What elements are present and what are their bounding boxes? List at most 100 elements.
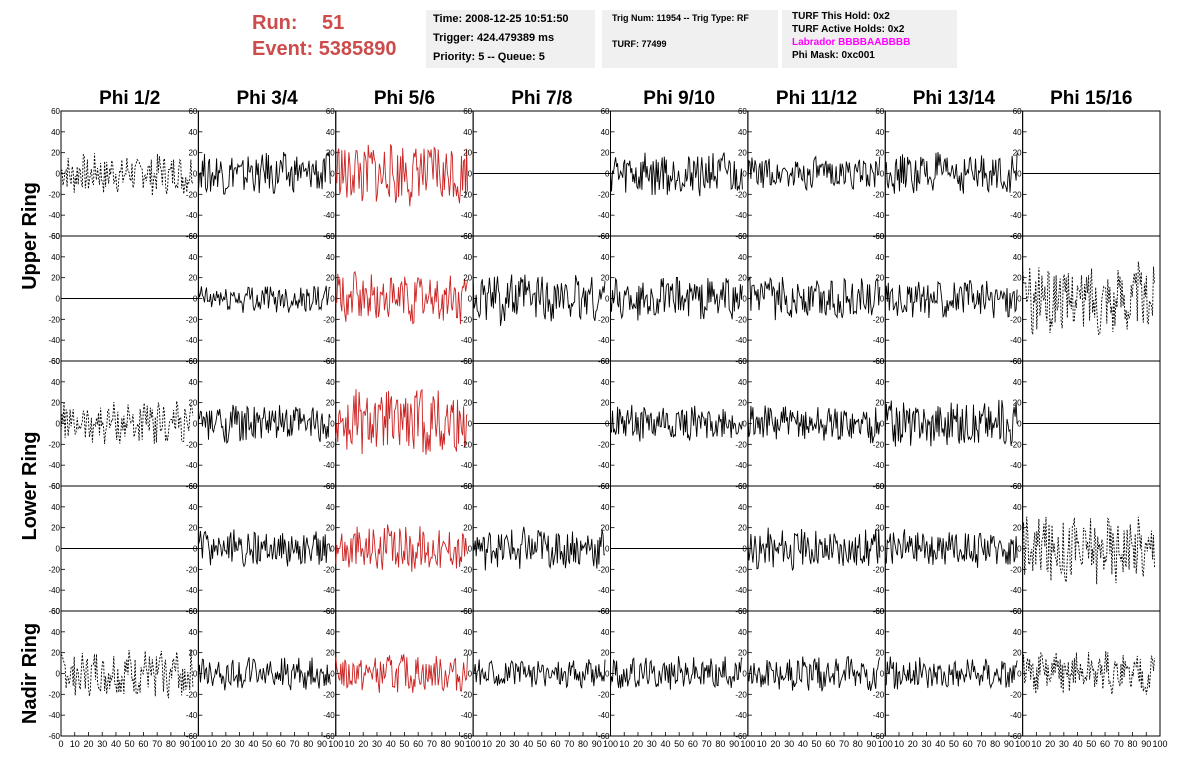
- y-tick-label: -40: [323, 336, 335, 345]
- row-label: Nadir Ring: [19, 623, 41, 724]
- x-tick-label: 20: [496, 739, 506, 749]
- panel-frame: [610, 610, 749, 737]
- x-tick-label: 20: [908, 739, 918, 749]
- y-tick-label: 20: [601, 149, 610, 158]
- y-tick-label: -40: [323, 461, 335, 470]
- y-tick-label: 60: [738, 482, 747, 491]
- y-tick-label: -20: [598, 190, 610, 199]
- x-tick-label: 90: [317, 739, 327, 749]
- y-tick-label: -20: [186, 190, 198, 199]
- y-tick-label: 40: [875, 378, 884, 387]
- y-tick-label: 60: [738, 357, 747, 366]
- y-tick-label: -40: [323, 711, 335, 720]
- event-value: 5385890: [318, 38, 397, 60]
- y-tick-label: 60: [51, 107, 60, 116]
- y-tick-label: 20: [875, 524, 884, 533]
- y-tick-label: 40: [463, 628, 472, 637]
- x-tick-label: 30: [1059, 739, 1069, 749]
- x-tick-label: 40: [386, 739, 396, 749]
- column-header: Phi 11/12: [776, 88, 857, 109]
- y-tick-label: -20: [735, 565, 747, 574]
- x-tick-label: 60: [551, 739, 561, 749]
- y-tick-label: 60: [51, 607, 60, 616]
- y-tick-label: -40: [598, 711, 610, 720]
- y-tick-label: -60: [186, 732, 198, 741]
- x-tick-label: 60: [138, 739, 148, 749]
- y-tick-label: -20: [461, 190, 473, 199]
- y-tick-label: 0: [605, 420, 610, 429]
- y-tick-label: 0: [193, 545, 198, 554]
- y-tick-label: 40: [463, 128, 472, 137]
- x-tick-label: 10: [482, 739, 492, 749]
- x-tick-label: 50: [262, 739, 272, 749]
- y-tick-label: 40: [738, 503, 747, 512]
- y-tick-label: 60: [188, 482, 197, 491]
- trace-waveform: [472, 659, 606, 689]
- y-tick-label: -20: [735, 440, 747, 449]
- x-tick-label: 100: [878, 739, 893, 749]
- trace-waveform: [197, 529, 331, 568]
- trig-box: Trig Num: 11954 -- Trig Type: RF TURF: 7…: [602, 10, 778, 68]
- x-tick-label: 60: [688, 739, 698, 749]
- y-tick-label: 20: [326, 149, 335, 158]
- y-tick-label: 60: [738, 232, 747, 241]
- y-tick-label: 0: [1017, 295, 1022, 304]
- y-tick-label: -20: [598, 690, 610, 699]
- y-tick-label: 0: [880, 295, 885, 304]
- y-tick-label: 60: [875, 107, 884, 116]
- x-tick-label: 70: [976, 739, 986, 749]
- y-tick-label: 60: [463, 357, 472, 366]
- y-tick-label: -40: [461, 211, 473, 220]
- y-tick-label: 60: [601, 357, 610, 366]
- y-tick-label: -20: [735, 315, 747, 324]
- y-tick-label: 20: [51, 524, 60, 533]
- y-tick-label: -40: [598, 461, 610, 470]
- y-tick-label: -20: [735, 690, 747, 699]
- y-tick-label: -40: [186, 586, 198, 595]
- y-tick-label: 0: [605, 545, 610, 554]
- y-tick-label: -20: [186, 315, 198, 324]
- y-tick-label: 20: [875, 149, 884, 158]
- trace-waveform: [747, 405, 881, 444]
- x-tick-label: 90: [729, 739, 739, 749]
- y-tick-label: -20: [873, 190, 885, 199]
- y-tick-label: 60: [875, 357, 884, 366]
- y-tick-label: 20: [738, 649, 747, 658]
- x-tick-label: 20: [358, 739, 368, 749]
- y-tick-label: -40: [735, 336, 747, 345]
- y-tick-label: -40: [48, 586, 60, 595]
- x-tick-label: 20: [1045, 739, 1055, 749]
- x-tick-label: 70: [290, 739, 300, 749]
- y-tick-label: 0: [605, 670, 610, 679]
- turf-hold-text: TURF This Hold: 0x2: [792, 11, 890, 22]
- x-tick-label: 30: [784, 739, 794, 749]
- y-tick-label: -20: [873, 315, 885, 324]
- y-tick-label: 40: [463, 378, 472, 387]
- y-tick-label: 0: [56, 420, 61, 429]
- y-tick-label: 20: [188, 399, 197, 408]
- x-tick-label: 40: [523, 739, 533, 749]
- y-tick-label: 40: [188, 628, 197, 637]
- x-tick-label: 20: [83, 739, 93, 749]
- y-tick-label: -40: [735, 711, 747, 720]
- x-tick-label: 60: [825, 739, 835, 749]
- y-tick-label: 20: [463, 399, 472, 408]
- panel-frame: [610, 360, 749, 487]
- y-tick-label: 0: [1017, 170, 1022, 179]
- y-tick-label: 0: [330, 545, 335, 554]
- time-trigger-box: Time: 2008-12-25 10:51:50 Trigger: 424.4…: [426, 10, 595, 68]
- y-tick-label: 40: [1013, 503, 1022, 512]
- y-tick-label: 0: [742, 670, 747, 679]
- y-tick-label: 20: [601, 274, 610, 283]
- x-tick-label: 50: [125, 739, 135, 749]
- y-tick-label: 0: [468, 420, 473, 429]
- x-tick-label: 40: [248, 739, 258, 749]
- y-tick-label: 40: [51, 628, 60, 637]
- x-tick-label: 20: [770, 739, 780, 749]
- x-tick-label: 70: [839, 739, 849, 749]
- column-header: Phi 13/14: [913, 88, 996, 109]
- y-tick-label: 60: [188, 607, 197, 616]
- y-tick-label: -20: [461, 565, 473, 574]
- trace-waveform: [747, 655, 881, 692]
- x-tick-label: 50: [537, 739, 547, 749]
